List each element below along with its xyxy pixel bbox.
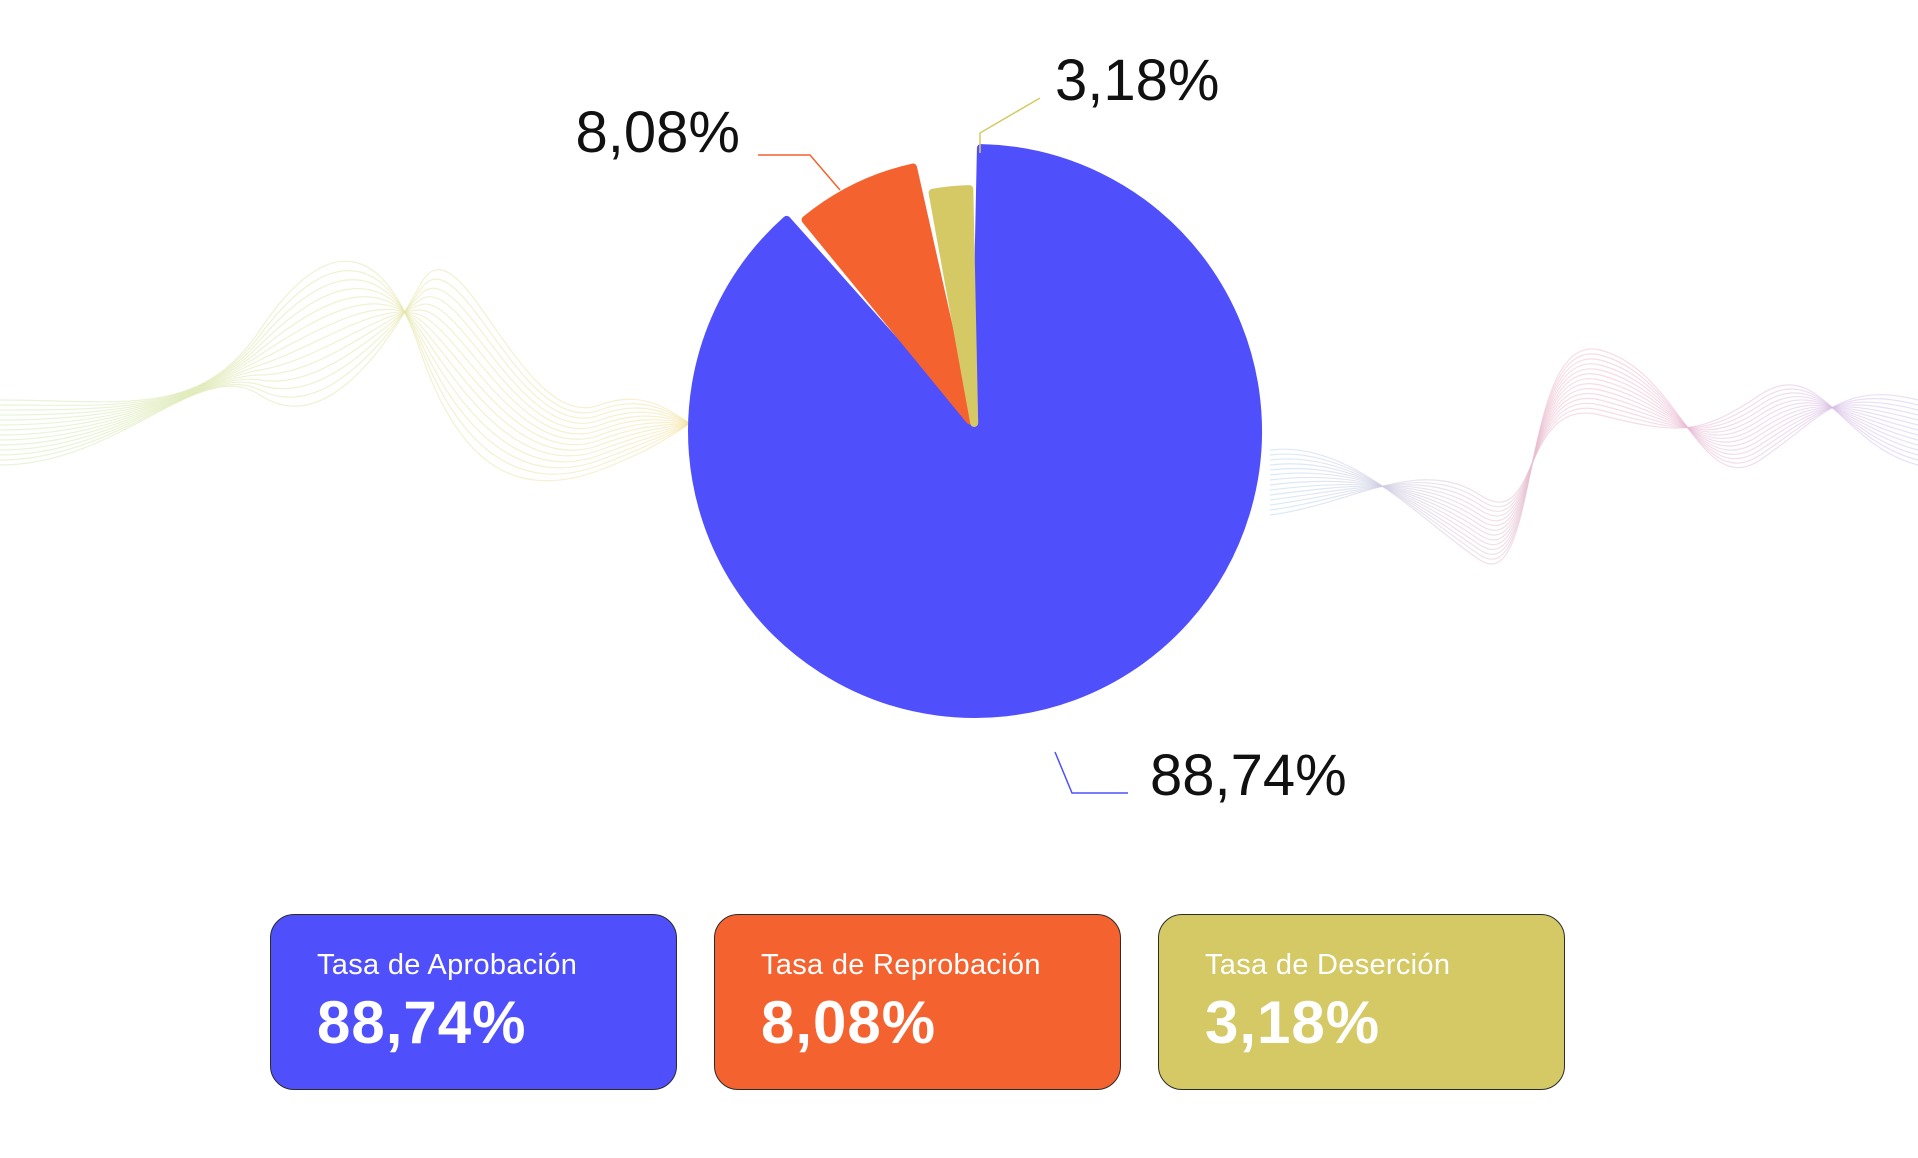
card-desercion-label: Tasa de Deserción xyxy=(1205,949,1451,981)
card-reprobacion: Tasa de Reprobación 8,08% xyxy=(714,914,1121,1090)
card-reprobacion-label: Tasa de Reprobación xyxy=(761,949,1041,981)
label-reprobacion: 8,08% xyxy=(576,100,740,165)
summary-cards: Tasa de Aprobación 88,74% Tasa de Reprob… xyxy=(270,914,1568,1092)
label-desercion: 3,18% xyxy=(1055,48,1219,113)
slice-reprobacion xyxy=(801,163,974,425)
card-aprobacion: Tasa de Aprobación 88,74% xyxy=(270,914,677,1090)
slice-desercion xyxy=(928,185,979,428)
card-aprobacion-value: 88,74% xyxy=(317,989,527,1056)
card-desercion-value: 3,18% xyxy=(1205,989,1381,1056)
label-aprobacion-leader xyxy=(1054,751,1128,794)
label-reprobacion-leader xyxy=(758,154,841,191)
background-waves xyxy=(0,260,1918,565)
label-aprobacion: 88,74% xyxy=(1150,743,1347,808)
card-desercion: Tasa de Deserción 3,18% xyxy=(1158,914,1565,1090)
label-desercion-leader xyxy=(979,97,1041,153)
card-reprobacion-value: 8,08% xyxy=(761,989,937,1056)
card-aprobacion-label: Tasa de Aprobación xyxy=(317,949,578,981)
slice-aprobacion xyxy=(688,144,1262,718)
